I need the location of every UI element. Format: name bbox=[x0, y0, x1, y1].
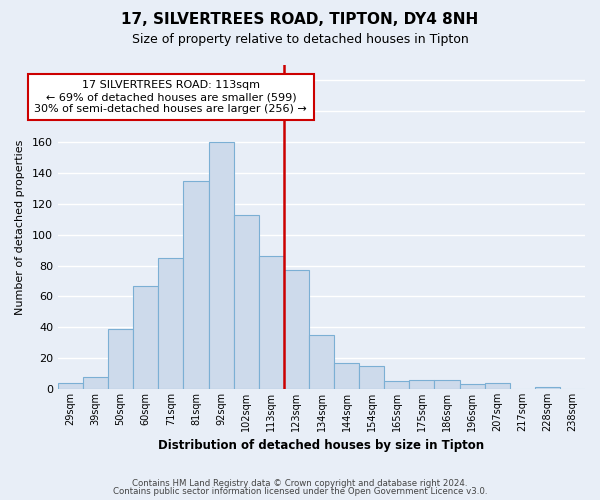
Bar bbox=[535, 388, 560, 389]
Bar bbox=[334, 363, 359, 389]
Bar bbox=[209, 142, 233, 389]
Text: 17 SILVERTREES ROAD: 113sqm
← 69% of detached houses are smaller (599)
30% of se: 17 SILVERTREES ROAD: 113sqm ← 69% of det… bbox=[34, 80, 307, 114]
Text: 17, SILVERTREES ROAD, TIPTON, DY4 8NH: 17, SILVERTREES ROAD, TIPTON, DY4 8NH bbox=[121, 12, 479, 28]
Bar bbox=[108, 329, 133, 389]
Bar bbox=[434, 380, 460, 389]
X-axis label: Distribution of detached houses by size in Tipton: Distribution of detached houses by size … bbox=[158, 440, 485, 452]
Y-axis label: Number of detached properties: Number of detached properties bbox=[15, 140, 25, 314]
Text: Size of property relative to detached houses in Tipton: Size of property relative to detached ho… bbox=[131, 32, 469, 46]
Bar bbox=[158, 258, 184, 389]
Bar bbox=[83, 376, 108, 389]
Bar bbox=[309, 335, 334, 389]
Bar bbox=[384, 382, 409, 389]
Bar bbox=[233, 214, 259, 389]
Text: Contains public sector information licensed under the Open Government Licence v3: Contains public sector information licen… bbox=[113, 487, 487, 496]
Bar bbox=[409, 380, 434, 389]
Text: Contains HM Land Registry data © Crown copyright and database right 2024.: Contains HM Land Registry data © Crown c… bbox=[132, 478, 468, 488]
Bar bbox=[284, 270, 309, 389]
Bar bbox=[485, 383, 510, 389]
Bar bbox=[58, 383, 83, 389]
Bar bbox=[184, 180, 209, 389]
Bar bbox=[259, 256, 284, 389]
Bar bbox=[359, 366, 384, 389]
Bar bbox=[460, 384, 485, 389]
Bar bbox=[133, 286, 158, 389]
